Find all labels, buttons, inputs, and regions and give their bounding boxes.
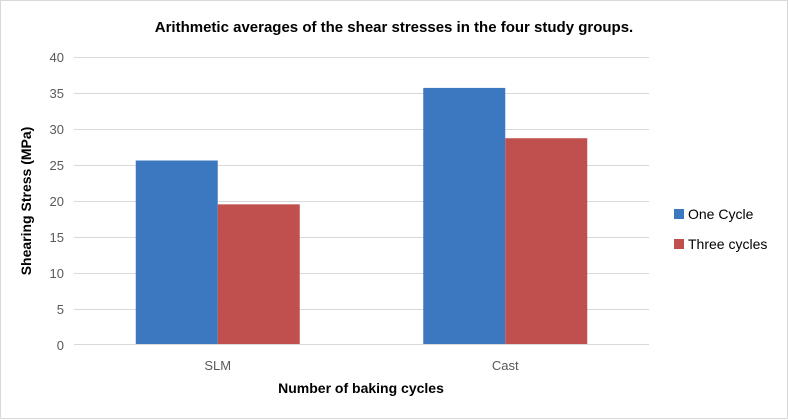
legend: One Cycle Three cycles <box>674 206 767 252</box>
x-axis-title: Number of baking cycles <box>278 380 444 396</box>
legend-label: One Cycle <box>688 206 754 222</box>
legend-swatch <box>674 239 684 249</box>
bar-three-cycles-slm <box>217 204 300 345</box>
x-tick-labels: SLM Cast <box>204 358 519 373</box>
legend-label: Three cycles <box>688 236 767 252</box>
bars <box>135 87 588 345</box>
bar-one-cycle-cast <box>423 87 506 345</box>
y-tick-label: 15 <box>50 230 64 245</box>
y-tick-label: 40 <box>50 50 64 65</box>
y-tick-labels: 0 5 10 15 20 25 30 35 40 <box>50 50 64 353</box>
y-tick-label: 5 <box>57 302 64 317</box>
y-axis-title: Shearing Stress (MPa) <box>18 127 34 276</box>
y-tick-label: 35 <box>50 86 64 101</box>
y-tick-label: 20 <box>50 194 64 209</box>
x-tick-label: SLM <box>204 358 231 373</box>
y-tick-label: 25 <box>50 158 64 173</box>
x-tick-label: Cast <box>492 358 519 373</box>
bar-three-cycles-cast <box>505 138 588 345</box>
y-tick-label: 30 <box>50 122 64 137</box>
legend-swatch <box>674 209 684 219</box>
bar-one-cycle-slm <box>135 160 218 345</box>
chart-title: Arithmetic averages of the shear stresse… <box>155 19 633 36</box>
y-tick-label: 0 <box>57 338 64 353</box>
y-tick-label: 10 <box>50 266 64 281</box>
